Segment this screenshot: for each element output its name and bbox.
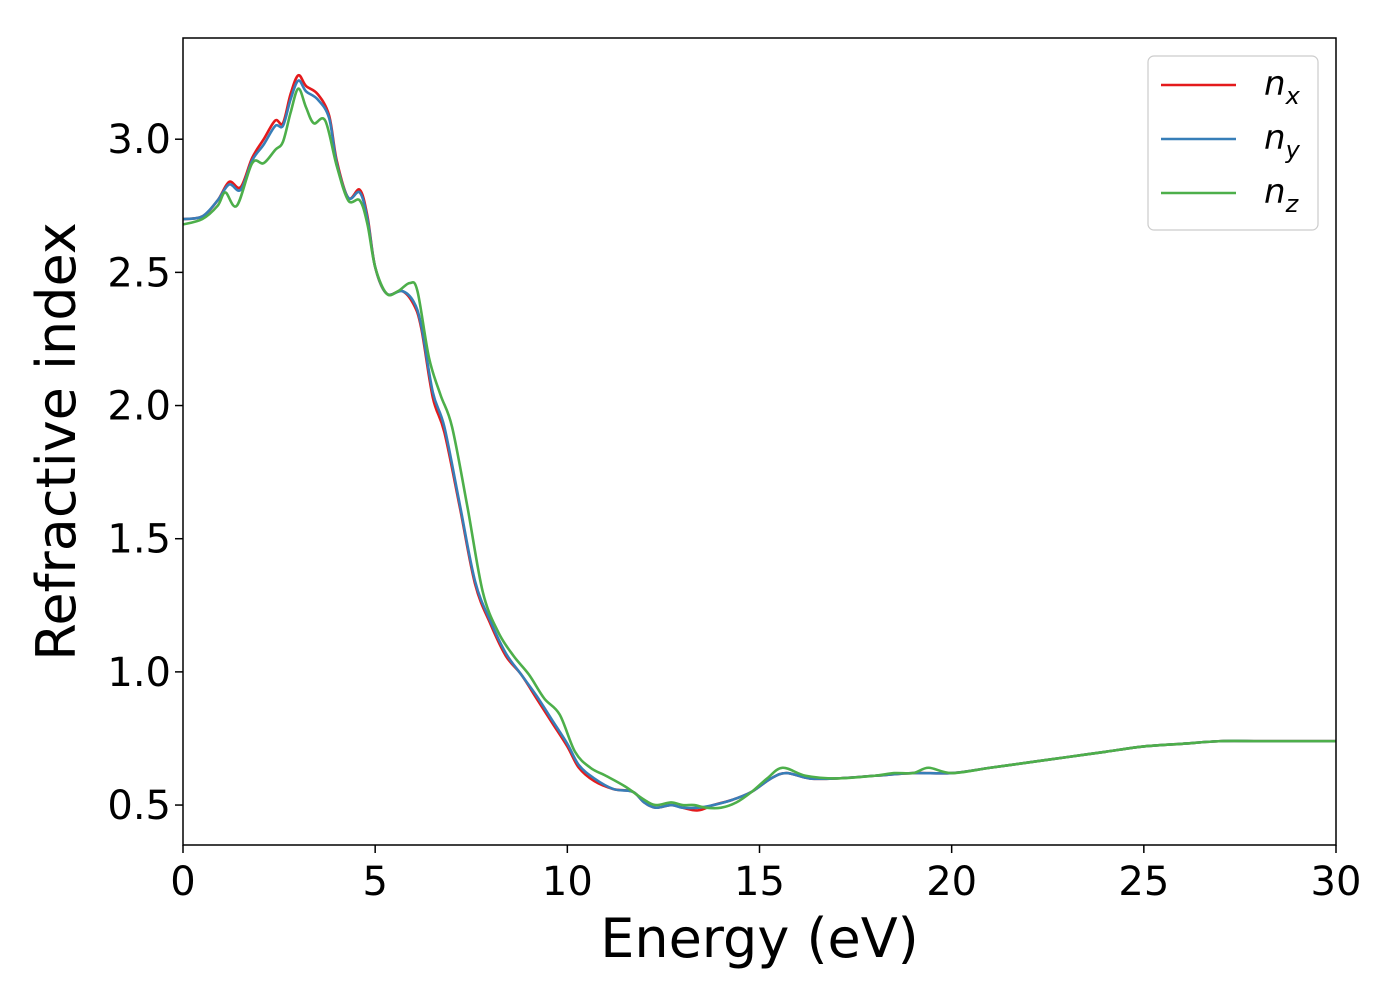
y-tick-label: 2.0 — [107, 384, 171, 430]
x-axis-ticks: 0 5 10 15 20 25 30 — [170, 845, 1361, 905]
x-tick-label: 0 — [170, 859, 195, 905]
x-tick-label: 30 — [1311, 859, 1362, 905]
x-axis-label: Energy (eV) — [600, 907, 919, 970]
y-tick-label: 2.5 — [107, 250, 171, 296]
series-line-nz — [183, 87, 1336, 810]
y-axis-ticks: 0.5 1.0 1.5 2.0 2.5 3.0 — [107, 117, 183, 829]
x-tick-label: 5 — [362, 859, 387, 905]
y-axis-label: Refractive index — [25, 222, 88, 661]
y-tick-label: 0.5 — [107, 783, 171, 829]
x-tick-label: 10 — [542, 859, 593, 905]
x-tick-label: 15 — [734, 859, 785, 905]
x-tick-label: 20 — [926, 859, 977, 905]
y-tick-label: 3.0 — [107, 117, 171, 163]
y-tick-label: 1.0 — [107, 650, 171, 696]
plot-lines — [183, 73, 1336, 812]
y-tick-label: 1.5 — [107, 517, 171, 563]
legend-box — [1147, 55, 1319, 231]
x-tick-label: 25 — [1118, 859, 1169, 905]
